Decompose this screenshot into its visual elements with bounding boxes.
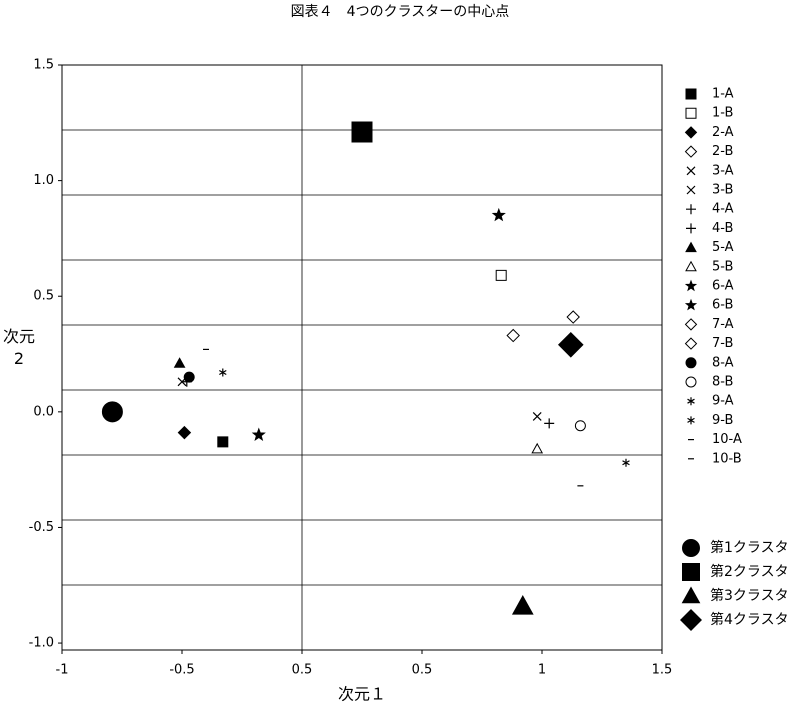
legend-marker — [684, 318, 698, 331]
legend-label: 6-A — [712, 279, 734, 294]
legend-label: 1-A — [712, 87, 734, 102]
x-tick-label: -0.5 — [169, 663, 194, 678]
legend-marker — [685, 376, 697, 388]
legend-label: 6-B — [712, 298, 733, 313]
legend-label: 5-B — [712, 259, 733, 274]
legend-marker — [685, 107, 697, 119]
legend-marker — [681, 586, 701, 604]
legend-marker — [686, 223, 696, 234]
legend-marker — [682, 563, 700, 581]
scatter-point — [506, 328, 520, 343]
legend-label: 3-B — [712, 183, 733, 198]
scatter-point — [622, 458, 630, 467]
legend-marker — [681, 539, 701, 557]
scatter-point — [217, 436, 229, 448]
legend-marker — [684, 337, 698, 350]
legend-label: 10-B — [712, 451, 742, 466]
x-tick-label: 0.5 — [292, 663, 313, 678]
scatter-point — [544, 418, 555, 429]
scatter-point — [566, 310, 580, 324]
legend-marker — [684, 145, 698, 158]
scatter-point — [173, 357, 186, 368]
scatter-point — [491, 207, 506, 222]
legend-label: 8-A — [712, 355, 734, 370]
legend-marker — [685, 357, 697, 369]
scatter-point — [101, 401, 123, 423]
legend-marker — [686, 166, 696, 176]
legend-label: 4-A — [712, 202, 734, 217]
legend-label: 第4クラスタ — [710, 611, 789, 628]
x-tick-label: 1 — [538, 663, 546, 678]
scatter-point — [532, 412, 542, 421]
x-axis-label: 次元１ — [338, 685, 386, 704]
y-tick-label: 1.5 — [33, 58, 54, 73]
y-tick-label: -1.0 — [29, 636, 54, 651]
legend-label: 8-B — [712, 375, 733, 390]
y-tick-label: -0.5 — [29, 520, 54, 535]
legend-label: 4-B — [712, 221, 733, 236]
legend-marker — [684, 298, 698, 311]
x-tick-label: 0.5 — [412, 663, 433, 678]
scatter-point — [531, 442, 544, 454]
legend-label: 5-A — [712, 240, 734, 255]
legend-label: 9-A — [712, 394, 734, 409]
legend-label: 1-B — [712, 106, 733, 121]
legend-marker — [685, 260, 697, 272]
scatter-point — [251, 427, 266, 441]
legend-marker — [686, 204, 696, 215]
scatter-point — [574, 420, 586, 432]
legend-label: 9-B — [712, 413, 733, 428]
legend-marker — [687, 397, 695, 406]
legend-marker — [685, 88, 697, 100]
scatter-point — [351, 121, 373, 143]
legend-marker — [684, 126, 698, 139]
y-tick-label: 0.5 — [33, 289, 54, 304]
y-axis-label: 次元2 — [2, 327, 35, 368]
scatter-point — [183, 371, 195, 383]
legend-label: 7-A — [712, 317, 734, 332]
scatter-point — [495, 269, 507, 281]
y-tick-label: 0.0 — [33, 404, 54, 419]
legend-label: 10-A — [712, 432, 742, 447]
scatter-point — [511, 595, 534, 615]
x-tick-label: -1 — [56, 663, 69, 678]
y-tick-label: 1.0 — [33, 173, 54, 188]
legend-marker — [686, 185, 696, 195]
plot-frame — [61, 64, 663, 651]
scatter-point — [177, 425, 192, 440]
x-tick-label: 1.5 — [652, 663, 673, 678]
legend-marker — [680, 609, 702, 631]
legend-label: 第1クラスタ — [710, 539, 789, 556]
legend-label: 第2クラスタ — [710, 563, 789, 580]
chart-title: 図表４ 4つのクラスターの中心点 — [291, 4, 510, 20]
scatter-point — [219, 368, 227, 377]
legend-label: 第3クラスタ — [710, 587, 789, 604]
legend-label: 3-A — [712, 163, 734, 178]
legend-marker — [684, 279, 698, 292]
legend-marker — [687, 416, 695, 425]
scatter-point — [557, 331, 584, 358]
legend-label: 2-A — [712, 125, 734, 140]
legend-marker — [685, 241, 697, 253]
legend-label: 7-B — [712, 336, 733, 351]
legend-label: 2-B — [712, 144, 733, 159]
